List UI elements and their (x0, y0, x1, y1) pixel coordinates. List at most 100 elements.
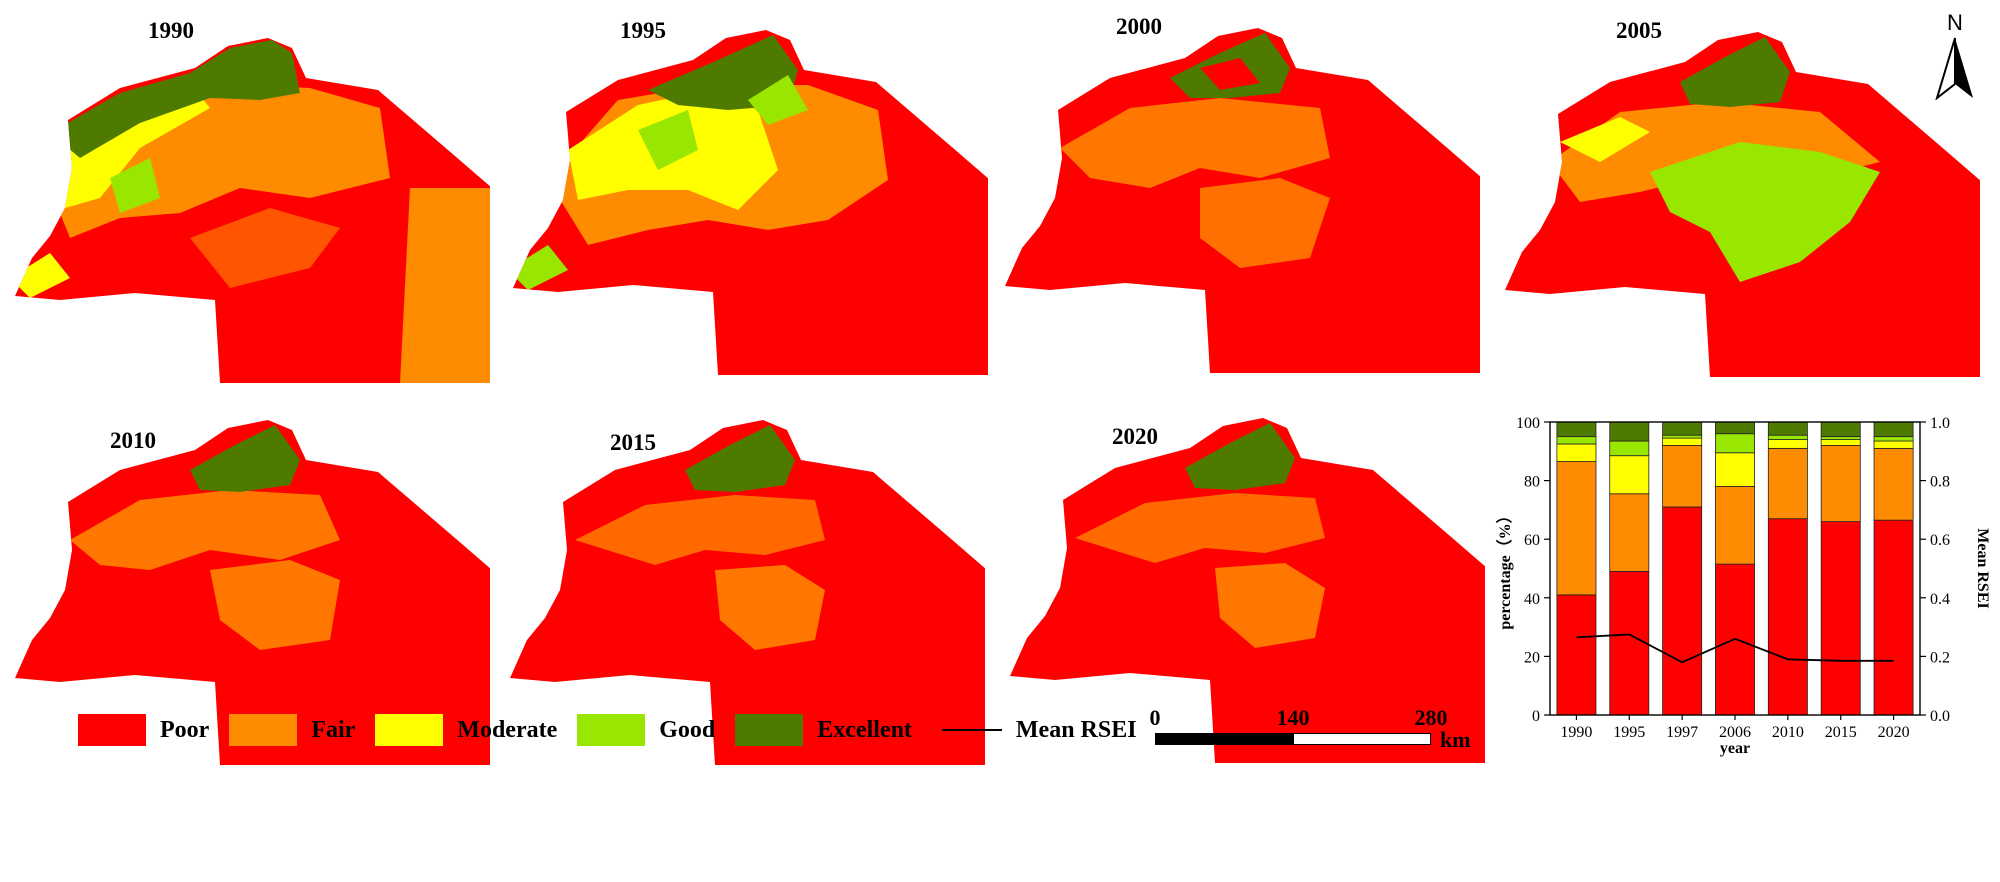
map-legend: Poor Fair Moderate Good Excellent Mean R… (78, 712, 1157, 748)
bar-segment (1662, 434, 1703, 439)
bar-segment (1767, 518, 1808, 716)
legend-item-excellent: Excellent (735, 714, 912, 746)
legend-label: Fair (311, 716, 356, 743)
x-axis-label: year (1720, 740, 1750, 757)
bar-segment (1662, 506, 1703, 716)
rsei-map-2010 (15, 420, 490, 765)
legend-swatch (577, 714, 646, 746)
map-year-label: 2015 (610, 430, 656, 455)
bar-segment (1556, 436, 1597, 445)
legend-label: Good (659, 716, 716, 743)
y2-tick-label: 0.0 (1930, 708, 1950, 725)
rsei-map-2020 (1010, 418, 1485, 763)
bar-segment (1767, 447, 1808, 520)
y-tick-label: 60 (1524, 532, 1540, 549)
rsei-map-2015 (510, 420, 985, 765)
mean-rsei-line (1576, 633, 1894, 664)
bar-segment (1767, 421, 1808, 436)
legend-item-fair: Fair (229, 714, 355, 746)
bar-segment (1715, 486, 1755, 565)
bar-segment (1609, 455, 1650, 495)
y-tick-label: 40 (1524, 591, 1540, 608)
map-year-label: 2010 (110, 428, 156, 453)
bar-segment (1609, 440, 1650, 457)
legend-item-good: Good (577, 714, 715, 746)
rsei-stacked-bar-chart: 0 20 40 60 80 100 0.0 0.2 0.4 0.6 0.8 1.0 1990 1995 19… (1496, 415, 1990, 757)
bar-segment (1715, 421, 1755, 435)
bar-segment (1820, 521, 1861, 716)
bar-segment (1767, 439, 1808, 449)
x-tick-label: 1997 (1666, 724, 1698, 741)
legend-item-moderate: Moderate (375, 714, 557, 746)
legend-item-mean-rsei: Mean RSEI (941, 716, 1137, 744)
bar-segment (1820, 436, 1861, 440)
rsei-map-1995 (513, 30, 988, 375)
north-label: N (1947, 10, 1963, 35)
legend-swatch (78, 714, 146, 746)
legend-label: Excellent (817, 716, 912, 743)
map-year-label: 1990 (148, 18, 194, 43)
scale-bar: 0 140 280 km (1149, 705, 1471, 755)
bar-segment (1715, 433, 1755, 454)
legend-swatch (735, 714, 804, 746)
bar-segment (1873, 421, 1914, 438)
north-arrow: N (1935, 10, 1975, 100)
y2-tick-label: 1.0 (1930, 415, 1950, 432)
map-year-label: 1995 (620, 18, 666, 43)
bar-segment (1662, 445, 1703, 508)
bar-segment (1820, 445, 1861, 523)
rsei-map-2000 (1005, 28, 1480, 373)
map-year-label: 2020 (1112, 424, 1158, 449)
legend-label: Mean RSEI (1015, 716, 1137, 743)
scale-unit: km (1440, 727, 1471, 752)
x-tick-label: 2010 (1772, 724, 1804, 741)
bar-segment (1556, 443, 1597, 462)
scale-bar-empty (1293, 733, 1431, 745)
y2-tick-label: 0.2 (1930, 649, 1950, 666)
y2-axis-label: Mean RSEI (1974, 528, 1990, 608)
y-tick-label: 80 (1524, 474, 1540, 491)
bar-segment (1873, 436, 1914, 442)
bar-segment (1820, 421, 1861, 438)
x-tick-label: 2006 (1719, 724, 1751, 741)
y-tick-label: 100 (1516, 415, 1540, 432)
x-tick-label: 1990 (1560, 724, 1592, 741)
legend-item-poor: Poor (78, 714, 209, 746)
bar-segment (1556, 461, 1597, 596)
bar-segment (1662, 421, 1703, 436)
map-year-label: 2000 (1116, 14, 1162, 39)
bar-segment (1873, 440, 1914, 449)
legend-swatch (375, 714, 444, 746)
scale-tick-label: 140 (1276, 705, 1310, 730)
y-tick-label: 0 (1532, 708, 1540, 725)
map-year-label: 2005 (1616, 18, 1662, 43)
y-axis-label: percentage（%） (1496, 507, 1514, 629)
legend-label: Moderate (457, 716, 558, 743)
y2-tick-label: 0.4 (1930, 591, 1950, 608)
x-tick-label: 2020 (1878, 724, 1910, 741)
scale-bar-filled (1155, 733, 1293, 745)
bar-segment (1556, 594, 1597, 716)
scale-tick-label: 280 (1414, 705, 1448, 730)
legend-label: Poor (160, 716, 210, 743)
scale-tick-label: 0 (1149, 705, 1161, 730)
y2-tick-label: 0.6 (1930, 532, 1950, 549)
bar-segment (1556, 421, 1597, 438)
rsei-map-2005 (1505, 32, 1980, 377)
bar-segment (1662, 437, 1703, 446)
bar-segment (1715, 452, 1755, 487)
bar-segment (1609, 421, 1650, 442)
y-tick-label: 20 (1524, 649, 1540, 666)
north-arrow-icon (1935, 37, 1973, 100)
bar-segment (1873, 447, 1914, 521)
bar-segment (1873, 519, 1914, 716)
bar-segment (1609, 493, 1650, 572)
x-tick-label: 2015 (1825, 724, 1857, 741)
legend-line-swatch (941, 729, 1002, 731)
legend-swatch (229, 714, 298, 746)
x-tick-label: 1995 (1613, 724, 1645, 741)
rsei-map-1990 (15, 38, 490, 383)
bar-segment (1609, 571, 1650, 716)
bar-segment (1820, 439, 1861, 446)
y2-tick-label: 0.8 (1930, 474, 1950, 491)
